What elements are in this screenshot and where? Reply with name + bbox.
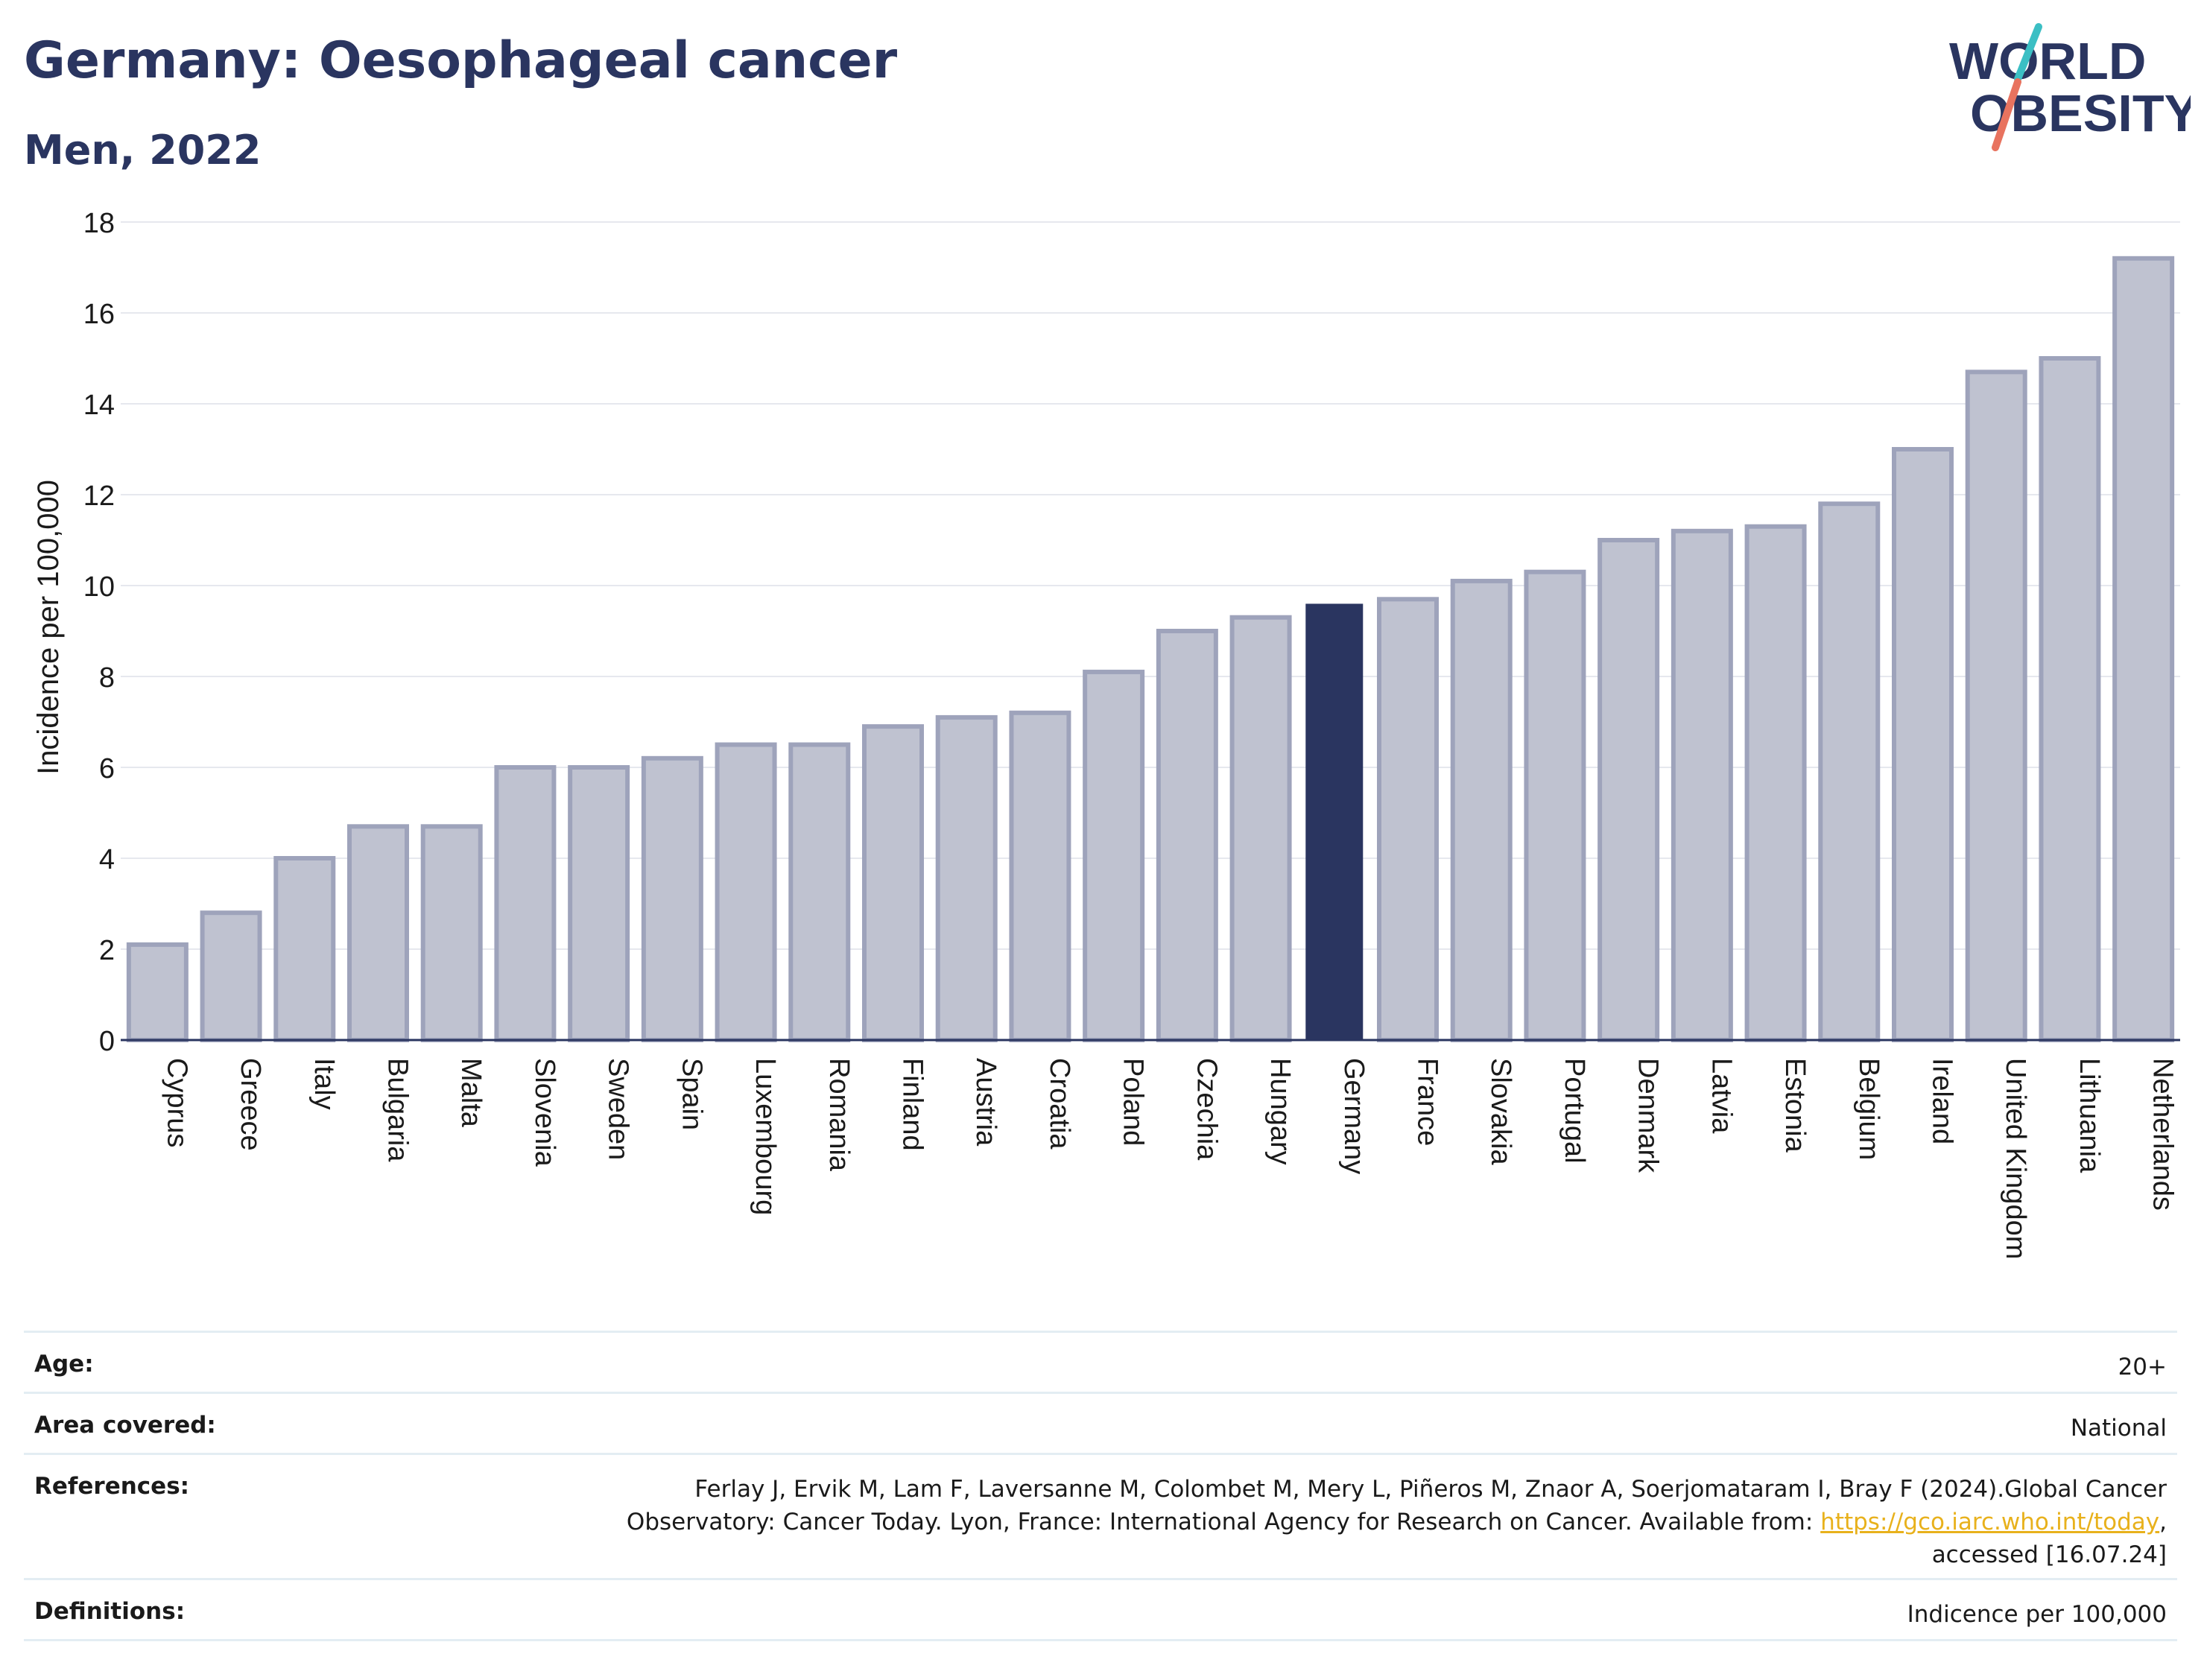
x-tick-label: Belgium	[1853, 1058, 1884, 1160]
y-tick-label: 6	[99, 753, 115, 784]
labels-layer: 0 2 4 6 8 10 12 14 16 18 Cyprus Greece Italy Bulgaria…	[83, 208, 2179, 1259]
x-tick-label: Czechia	[1191, 1058, 1222, 1161]
bar-slovakia	[1450, 578, 1513, 1042]
references-label: References:	[24, 1453, 471, 1580]
bar-sweden	[568, 765, 630, 1042]
bar-netherlands	[2112, 256, 2175, 1042]
references-line2: Observatory: Cancer Today. Lyon, France:…	[626, 1509, 1814, 1535]
bar-greece	[200, 910, 262, 1042]
x-tick-label: Germany	[1338, 1058, 1369, 1174]
bar-finland	[862, 724, 924, 1042]
x-tick-label: Austria	[970, 1058, 1001, 1147]
bar-latvia	[1671, 528, 1733, 1042]
bar-poland	[1083, 669, 1145, 1043]
references-row: References: Ferlay J, Ervik M, Lam F, La…	[24, 1453, 2177, 1580]
bar-lithuania	[2039, 356, 2101, 1042]
x-tick-label: Finland	[897, 1058, 928, 1151]
bar-cyprus	[126, 942, 189, 1043]
bar-austria	[935, 714, 998, 1043]
bar-czechia	[1156, 629, 1218, 1042]
y-tick-label: 18	[83, 208, 115, 239]
y-tick-label: 4	[99, 844, 115, 875]
bar-france	[1377, 597, 1439, 1042]
bar-romania	[788, 742, 851, 1042]
references-line2-end: ,	[2159, 1509, 2167, 1535]
y-tick-label: 12	[83, 481, 115, 512]
bars-layer	[126, 256, 2175, 1043]
bar-spain	[641, 755, 703, 1042]
references-line3: accessed [16.07.24]	[1931, 1541, 2167, 1568]
area-value: National	[471, 1392, 2177, 1455]
definitions-row: Definitions: Indicence per 100,000	[24, 1578, 2177, 1641]
area-row: Area covered: National	[24, 1392, 2177, 1455]
logo-slash-top	[2014, 23, 2042, 83]
x-tick-label: Malta	[455, 1058, 487, 1128]
y-tick-label: 16	[83, 299, 115, 330]
logo-slash-bottom	[1992, 78, 2021, 151]
age-row: Age: 20+	[24, 1331, 2177, 1394]
x-tick-label: France	[1412, 1058, 1443, 1146]
bar-hungary	[1229, 615, 1292, 1042]
x-tick-label: Spain	[676, 1058, 707, 1130]
x-tick-label: Estonia	[1779, 1058, 1811, 1153]
bar-croatia	[1009, 710, 1071, 1042]
area-label: Area covered:	[24, 1392, 471, 1455]
logo-line1: WORLD	[1949, 32, 2146, 90]
x-tick-label: Cyprus	[161, 1058, 192, 1147]
bar-italy	[273, 856, 336, 1042]
chart-title: Germany: Oesophageal cancer	[24, 31, 898, 90]
bar-slovenia	[494, 765, 557, 1042]
chart-subtitle: Men, 2022	[24, 127, 262, 174]
x-tick-label: Croatia	[1044, 1058, 1075, 1150]
x-tick-label: Netherlands	[2147, 1058, 2179, 1211]
x-tick-label: Ireland	[1927, 1058, 1958, 1144]
bar-malta	[420, 824, 483, 1043]
y-tick-label: 10	[83, 571, 115, 603]
references-link[interactable]: https://gco.iarc.who.int/today	[1820, 1509, 2160, 1535]
bar-germany	[1305, 603, 1364, 1040]
bar-luxembourg	[715, 742, 777, 1042]
references-line2-wrap: Observatory: Cancer Today. Lyon, France:…	[481, 1506, 2167, 1538]
x-tick-label: Lithuania	[2074, 1058, 2105, 1173]
bar-ireland	[1892, 447, 1954, 1042]
x-tick-label: Luxembourg	[750, 1058, 781, 1215]
bar-denmark	[1597, 538, 1660, 1042]
y-axis-label: Incidence per 100,000	[32, 480, 65, 775]
bar-bulgaria	[347, 824, 409, 1043]
age-value: 20+	[471, 1331, 2177, 1394]
x-tick-label: Greece	[235, 1058, 266, 1151]
age-label: Age:	[24, 1331, 471, 1394]
bar-chart: 0 2 4 6 8 10 12 14 16 18 Cyprus Greece Italy Bulgaria…	[32, 208, 2180, 1259]
x-tick-label: Poland	[1118, 1058, 1149, 1146]
bar-estonia	[1744, 524, 1807, 1042]
bar-united-kingdom	[1965, 370, 2027, 1042]
x-tick-label: Slovakia	[1485, 1058, 1516, 1165]
y-tick-label: 2	[99, 935, 115, 966]
y-tick-label: 0	[99, 1026, 115, 1057]
definitions-value: Indicence per 100,000	[471, 1578, 2177, 1641]
definitions-label: Definitions:	[24, 1578, 471, 1641]
world-obesity-logo: WORLD OBESITY	[1949, 23, 2191, 151]
x-tick-label: Romania	[823, 1058, 855, 1172]
x-tick-label: Denmark	[1633, 1058, 1664, 1173]
x-tick-label: Portugal	[1559, 1058, 1590, 1164]
bar-belgium	[1818, 501, 1881, 1042]
references-value: Ferlay J, Ervik M, Lam F, Laversanne M, …	[471, 1453, 2177, 1580]
references-line1: Ferlay J, Ervik M, Lam F, Laversanne M, …	[694, 1476, 2167, 1503]
x-tick-label: United Kingdom	[2000, 1058, 2031, 1259]
x-tick-label: Italy	[308, 1058, 340, 1110]
metadata-table: Age: 20+ Area covered: National Referenc…	[24, 1331, 2177, 1641]
y-tick-label: 8	[99, 662, 115, 694]
x-tick-label: Latvia	[1706, 1058, 1737, 1134]
x-tick-label: Slovenia	[529, 1058, 560, 1167]
bar-portugal	[1524, 569, 1586, 1042]
x-tick-label: Sweden	[603, 1058, 634, 1160]
x-tick-label: Bulgaria	[382, 1058, 414, 1162]
y-tick-label: 14	[83, 390, 115, 421]
x-tick-label: Hungary	[1264, 1058, 1296, 1165]
